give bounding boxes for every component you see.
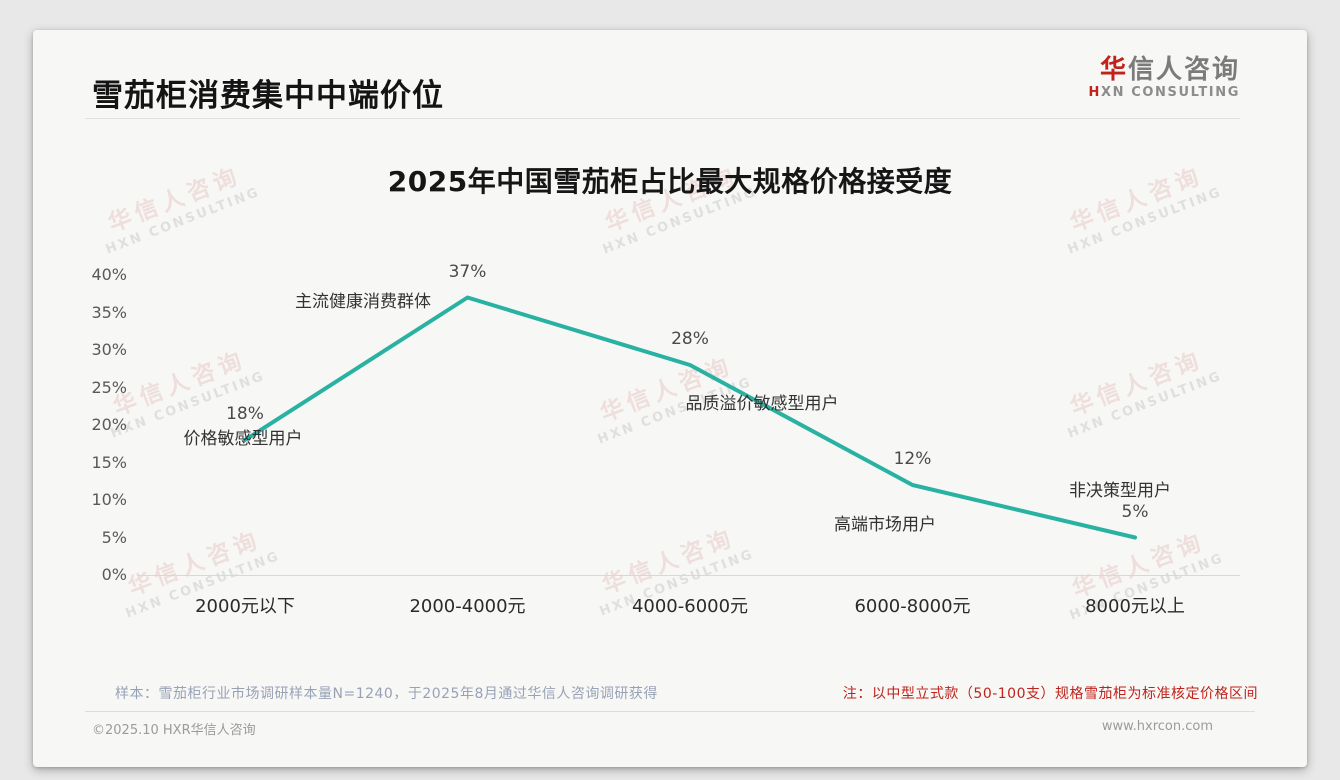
logo-chinese-name: 华信人咨询 (1089, 56, 1241, 85)
footer-divider (85, 711, 1255, 712)
header-divider (85, 118, 1240, 119)
y-tick-label: 25% (91, 377, 127, 397)
x-axis-category-label: 8000元以上 (1085, 596, 1185, 617)
copyright-text: ©2025.10 HXR华信人咨询 (92, 723, 256, 738)
data-point-value: 5% (1121, 501, 1149, 522)
y-tick-label: 15% (91, 452, 127, 472)
chart-title: 2025年中国雪茄柜占比最大规格价格接受度 (387, 165, 953, 198)
segment-annotation: 主流健康消费群体 (295, 292, 431, 312)
data-point-value: 28% (671, 329, 709, 349)
x-axis-category-label: 2000-4000元 (409, 596, 526, 617)
y-tick-label: 35% (91, 302, 127, 322)
y-tick-label: 0% (101, 565, 127, 584)
logo-en-rest: XN CONSULTING (1100, 84, 1240, 100)
y-tick-label: 5% (101, 527, 127, 547)
logo-english-name: HXN CONSULTING (1088, 84, 1241, 100)
segment-annotation: 高端市场用户 (834, 515, 936, 535)
company-logo: 华信人咨询 HXN CONSULTING (1089, 56, 1241, 100)
logo-cn-rest: 信人咨询 (1127, 55, 1240, 85)
segment-annotation: 非决策型用户 (1069, 481, 1171, 501)
segment-annotation: 品质溢价敏感型用户 (685, 394, 839, 414)
x-axis-category-label: 4000-6000元 (631, 596, 749, 617)
page-title: 雪茄柜消费集中中端价位 (92, 78, 444, 114)
price-definition-note: 注：以中型立式款（50-100支）规格雪茄柜为标准核定价格区间 (842, 686, 1258, 702)
website-url: www.hxrcon.com (1101, 719, 1213, 734)
x-axis-category-label: 6000-8000元 (854, 596, 971, 617)
data-point-value: 18% (226, 404, 264, 424)
logo-en-accent: H (1088, 84, 1101, 100)
y-tick-label: 10% (91, 490, 127, 509)
segment-annotation: 价格敏感型用户 (183, 429, 303, 449)
data-point-value: 12% (893, 449, 932, 469)
data-point-value: 37% (448, 261, 487, 282)
y-tick-label: 40% (91, 265, 127, 284)
x-axis-line (137, 575, 1240, 576)
logo-cn-accent: 华 (1099, 55, 1128, 85)
y-tick-label: 20% (91, 415, 127, 434)
x-axis-category-label: 2000元以下 (195, 596, 295, 617)
sample-note: 样本：雪茄柜行业市场调研样本量N=1240，于2025年8月通过华信人咨询调研获… (115, 686, 658, 702)
y-tick-label: 30% (91, 340, 127, 359)
